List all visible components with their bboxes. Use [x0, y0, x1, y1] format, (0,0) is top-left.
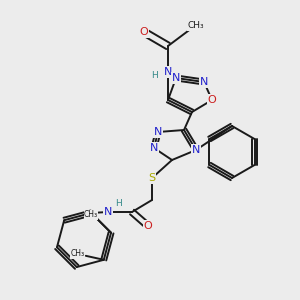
Text: N: N — [192, 145, 200, 155]
Text: H: H — [115, 200, 122, 208]
Text: N: N — [154, 127, 162, 137]
Text: S: S — [148, 173, 156, 183]
Text: N: N — [172, 73, 180, 83]
Text: CH₃: CH₃ — [188, 22, 204, 31]
Text: N: N — [104, 207, 112, 217]
Text: N: N — [200, 77, 208, 87]
Text: N: N — [164, 67, 172, 77]
Text: N: N — [150, 143, 158, 153]
Text: CH₃: CH₃ — [71, 249, 85, 258]
Text: O: O — [208, 95, 216, 105]
Text: O: O — [144, 221, 152, 231]
Text: H: H — [151, 71, 158, 80]
Text: O: O — [140, 27, 148, 37]
Text: CH₃: CH₃ — [84, 210, 98, 219]
